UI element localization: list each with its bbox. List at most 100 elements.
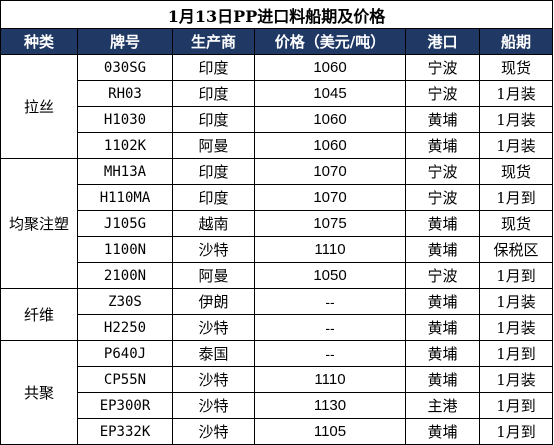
schedule-cell: 保税区 — [478, 236, 554, 263]
table-row: H1030 印度 1060 黄埔 1月装 — [1, 106, 554, 133]
price-cell: 1045 — [254, 80, 406, 107]
table-row: H110MA 印度 1070 宁波 1月到 — [1, 184, 554, 211]
schedule-cell: 1月装 — [478, 106, 554, 133]
price-cell: 1060 — [254, 106, 406, 133]
schedule-cell: 1月到 — [478, 262, 554, 289]
price-cell: 1060 — [254, 132, 406, 159]
schedule-cell: 现货 — [478, 210, 554, 237]
producer-cell: 印度 — [172, 80, 255, 107]
price-cell: 1060 — [254, 54, 406, 81]
producer-cell: 沙特 — [172, 392, 255, 419]
title-row: 1月13日PP进口料船期及价格 — [0, 0, 554, 29]
producer-cell: 沙特 — [172, 366, 255, 393]
producer-cell: 泰国 — [172, 340, 255, 367]
price-cell: -- — [254, 340, 406, 367]
table-row: EP332K 沙特 1105 黄埔 1月到 — [1, 418, 554, 445]
grade-cell: J105G — [77, 210, 173, 237]
header-producer: 生产商 — [172, 28, 255, 55]
header-row: 种类 牌号 生产商 价格（美元/吨） 港口 船期 — [0, 28, 554, 55]
producer-cell: 沙特 — [172, 236, 255, 263]
producer-cell: 印度 — [172, 54, 255, 81]
table-row: H2250 沙特 -- 黄埔 1月装 — [1, 314, 554, 341]
grade-cell: Z30S — [77, 288, 173, 315]
price-cell: 1130 — [254, 392, 406, 419]
header-category: 种类 — [0, 28, 78, 55]
schedule-cell: 1月到 — [478, 418, 554, 445]
grade-cell: P640J — [77, 340, 173, 367]
port-cell: 宁波 — [405, 80, 480, 107]
producer-cell: 越南 — [172, 210, 255, 237]
table-title: 1月13日PP进口料船期及价格 — [0, 0, 554, 29]
table-body: 拉丝 030SG 印度 1060 宁波 现货 RH03 印度 1045 宁波 1月装 H1030 印度 1… — [0, 54, 554, 445]
port-cell: 黄埔 — [405, 236, 480, 263]
port-cell: 黄埔 — [405, 106, 480, 133]
port-cell: 宁波 — [405, 158, 480, 185]
grade-cell: MH13A — [77, 158, 173, 185]
producer-cell: 印度 — [172, 158, 255, 185]
grade-cell: H1030 — [77, 106, 173, 133]
grade-cell: RH03 — [77, 80, 173, 107]
grade-cell: 1102K — [77, 132, 173, 159]
grade-cell: 2100N — [77, 262, 173, 289]
price-cell: 1110 — [254, 236, 406, 263]
header-grade: 牌号 — [77, 28, 173, 55]
schedule-cell: 1月到 — [478, 184, 554, 211]
price-cell: 1075 — [254, 210, 406, 237]
header-price: 价格（美元/吨） — [254, 28, 406, 55]
schedule-cell: 1月装 — [478, 132, 554, 159]
table-row: CP55N 沙特 1110 黄埔 1月装 — [1, 366, 554, 393]
schedule-cell: 1月装 — [478, 366, 554, 393]
port-cell: 主港 — [405, 392, 480, 419]
port-cell: 宁波 — [405, 262, 480, 289]
grade-cell: 1100N — [77, 236, 173, 263]
grade-cell: EP332K — [77, 418, 173, 445]
schedule-cell: 1月装 — [478, 80, 554, 107]
table-row: 1102K 阿曼 1060 黄埔 1月装 — [1, 132, 554, 159]
schedule-cell: 1月装 — [478, 314, 554, 341]
producer-cell: 阿曼 — [172, 262, 255, 289]
table-row: 共聚 P640J 泰国 -- 黄埔 1月到 — [0, 340, 554, 445]
schedule-cell: 现货 — [478, 158, 554, 185]
category-cell: 均聚注塑 — [0, 158, 78, 289]
schedule-cell: 1月到 — [478, 392, 554, 419]
category-cell: 共聚 — [0, 340, 78, 445]
port-cell: 黄埔 — [405, 132, 480, 159]
table-row: EP300R 沙特 1130 主港 1月到 — [1, 392, 554, 419]
grade-cell: H110MA — [77, 184, 173, 211]
port-cell: 黄埔 — [405, 288, 480, 315]
port-cell: 宁波 — [405, 184, 480, 211]
category-cell: 拉丝 — [0, 54, 78, 159]
port-cell: 宁波 — [405, 54, 480, 81]
category-cell: 纤维 — [0, 288, 78, 341]
producer-cell: 印度 — [172, 184, 255, 211]
table-row: 1100N 沙特 1110 黄埔 保税区 — [1, 236, 554, 263]
price-cell: 1110 — [254, 366, 406, 393]
producer-cell: 沙特 — [172, 418, 255, 445]
table-row: 纤维 Z30S 伊朗 -- 黄埔 1月装 — [0, 288, 554, 341]
price-cell: 1105 — [254, 418, 406, 445]
price-cell: -- — [254, 288, 406, 315]
producer-cell: 伊朗 — [172, 288, 255, 315]
schedule-cell: 1月到 — [478, 340, 554, 367]
header-port: 港口 — [405, 28, 480, 55]
port-cell: 黄埔 — [405, 366, 480, 393]
schedule-cell: 1月装 — [478, 288, 554, 315]
price-cell: 1050 — [254, 262, 406, 289]
schedule-cell: 现货 — [478, 54, 554, 81]
port-cell: 黄埔 — [405, 418, 480, 445]
header-schedule: 船期 — [478, 28, 554, 55]
producer-cell: 阿曼 — [172, 132, 255, 159]
price-cell: 1070 — [254, 184, 406, 211]
port-cell: 黄埔 — [405, 314, 480, 341]
port-cell: 黄埔 — [405, 210, 480, 237]
table-row: 2100N 阿曼 1050 宁波 1月到 — [1, 262, 554, 289]
grade-cell: CP55N — [77, 366, 173, 393]
producer-cell: 沙特 — [172, 314, 255, 341]
table-row: RH03 印度 1045 宁波 1月装 — [1, 80, 554, 107]
table-row: 拉丝 030SG 印度 1060 宁波 现货 — [0, 54, 554, 159]
grade-cell: H2250 — [77, 314, 173, 341]
price-cell: -- — [254, 314, 406, 341]
table-row: 均聚注塑 MH13A 印度 1070 宁波 现货 — [0, 158, 554, 289]
table-row: J105G 越南 1075 黄埔 现货 — [1, 210, 554, 237]
